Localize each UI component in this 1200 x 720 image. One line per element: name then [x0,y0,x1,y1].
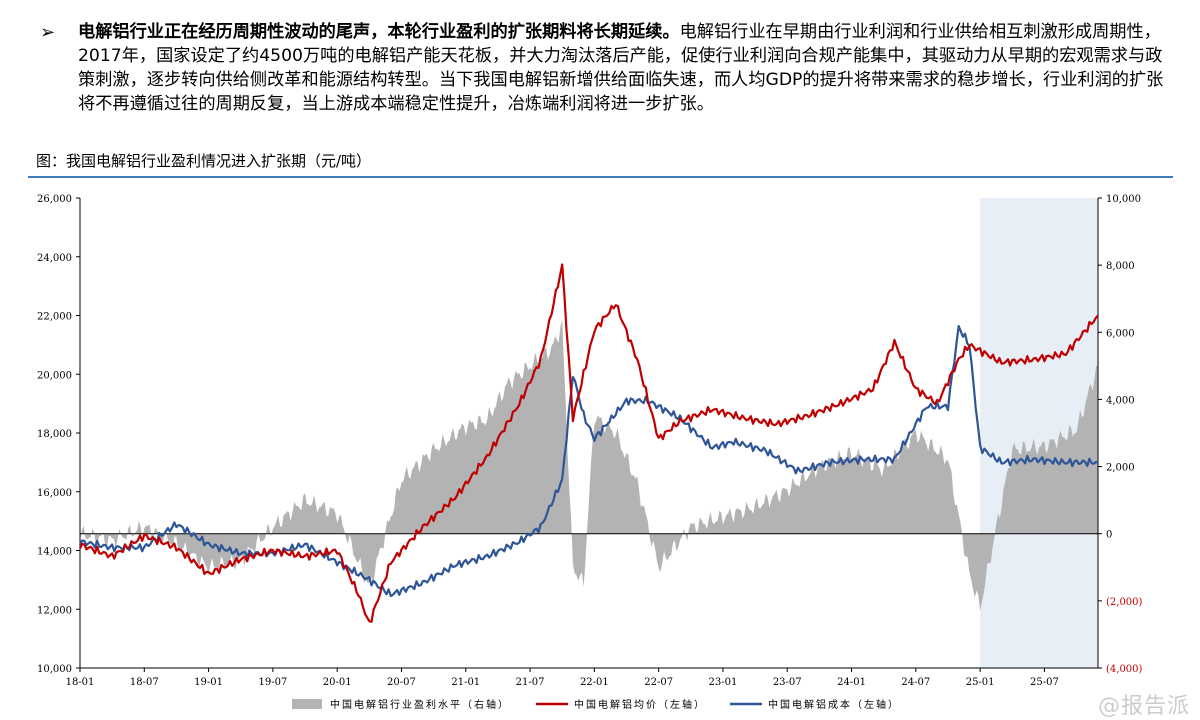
x-tick-label: 21-01 [451,677,480,688]
profit-area-series [80,319,1098,611]
x-tick-label: 23-07 [773,677,802,688]
figure-caption: 图：我国电解铝行业盈利情况进入扩张期（元/吨） [36,152,372,170]
x-tick-label: 21-07 [516,677,545,688]
right-tick-label: 2,000 [1106,463,1135,474]
bullet-body: 电解铝行业在早期由行业利润和行业供给相互刺激形成周期性，2017年，国家设定了约… [78,22,1164,114]
x-tick-label: 22-07 [644,677,673,688]
x-tick-label: 22-01 [580,677,609,688]
x-tick-label: 18-07 [130,677,159,688]
cost-line-series [78,324,1099,598]
bullet-arrow-icon: ➢ [40,22,56,43]
right-tick-label: 10,000 [1106,194,1141,205]
x-tick-label: 25-07 [1030,677,1059,688]
x-tick-label: 24-01 [837,677,866,688]
right-tick-label: 8,000 [1106,261,1135,272]
right-tick-label: (4,000) [1106,664,1143,675]
left-tick-label: 24,000 [37,253,72,264]
left-tick-label: 14,000 [37,547,72,558]
price-line-series [79,263,1099,623]
x-tick-label: 20-01 [323,677,352,688]
x-tick-label: 23-01 [709,677,738,688]
left-tick-label: 10,000 [37,664,72,675]
bullet-paragraph: ➢ 电解铝行业正在经历周期性波动的尾声，本轮行业盈利的扩张期料将长期延续。电解铝… [40,20,1170,116]
left-tick-label: 12,000 [37,605,72,616]
x-tick-label: 24-07 [901,677,930,688]
left-tick-label: 22,000 [37,312,72,323]
right-tick-label: 6,000 [1106,328,1135,339]
left-tick-label: 20,000 [37,370,72,381]
left-tick-label: 26,000 [37,194,72,205]
bullet-bold: 电解铝行业正在经历周期性波动的尾声，本轮行业盈利的扩张期料将长期延续。 [78,22,680,42]
right-tick-label: (2,000) [1106,597,1143,608]
watermark: @报告派 [1097,694,1190,719]
caption-rule [28,176,1173,178]
x-tick-label: 19-07 [258,677,287,688]
bullet-text: 电解铝行业正在经历周期性波动的尾声，本轮行业盈利的扩张期料将长期延续。电解铝行业… [78,20,1170,116]
right-tick-label: 4,000 [1106,395,1135,406]
right-tick-label: 0 [1106,530,1112,541]
legend-swatch-profit [292,699,322,709]
left-tick-label: 16,000 [37,488,72,499]
left-tick-label: 18,000 [37,429,72,440]
x-tick-label: 25-01 [966,677,995,688]
x-tick-label: 19-01 [194,677,223,688]
legend-label: 中国电解铝成本（左轴） [768,698,900,711]
x-tick-label: 18-01 [66,677,95,688]
legend-label: 中国电解铝行业盈利水平（右轴） [330,698,510,711]
x-tick-label: 20-07 [387,677,416,688]
legend-label: 中国电解铝均价（左轴） [574,698,706,711]
